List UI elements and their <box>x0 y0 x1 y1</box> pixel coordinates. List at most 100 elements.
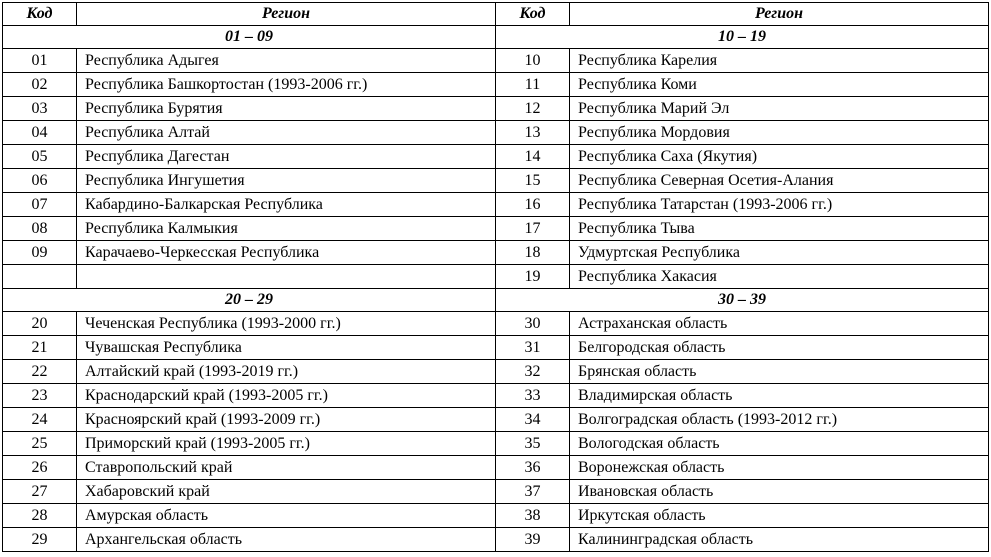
header-row-right: Код Регион <box>496 3 988 26</box>
table-row: 25Приморский край (1993-2005 гг.) <box>3 432 495 456</box>
code-cell: 32 <box>496 360 570 383</box>
code-cell: 31 <box>496 336 570 359</box>
code-cell: 21 <box>3 336 77 359</box>
region-cell: Республика Тыва <box>570 217 988 240</box>
table-row: 13Республика Мордовия <box>496 121 988 145</box>
region-cell: Амурская область <box>77 504 495 527</box>
region-cell: Удмуртская Республика <box>570 241 988 264</box>
code-cell: 14 <box>496 145 570 168</box>
code-cell: 12 <box>496 97 570 120</box>
region-cell: Чувашская Республика <box>77 336 495 359</box>
table-row: 12Республика Марий Эл <box>496 97 988 121</box>
group-header-20-29: 20 – 29 <box>3 289 495 312</box>
table-row: 16Республика Татарстан (1993-2006 гг.) <box>496 193 988 217</box>
code-cell: 08 <box>3 217 77 240</box>
region-cell: Хабаровский край <box>77 480 495 503</box>
table-row: 18Удмуртская Республика <box>496 241 988 265</box>
region-cell: Краснодарский край (1993-2005 гг.) <box>77 384 495 407</box>
region-cell: Республика Карелия <box>570 49 988 72</box>
code-cell: 09 <box>3 241 77 264</box>
code-cell: 04 <box>3 121 77 144</box>
table-row: 15Республика Северная Осетия-Алания <box>496 169 988 193</box>
code-cell: 20 <box>3 312 77 335</box>
code-cell: 18 <box>496 241 570 264</box>
region-cell: Республика Алтай <box>77 121 495 144</box>
code-cell: 25 <box>3 432 77 455</box>
table-row: 32Брянская область <box>496 360 988 384</box>
table-row: 39Калининградская область <box>496 528 988 552</box>
table-row: 29Архангельская область <box>3 528 495 552</box>
table-row: 05Республика Дагестан <box>3 145 495 169</box>
header-region-left: Регион <box>77 3 495 25</box>
region-cell: Вологодская область <box>570 432 988 455</box>
region-cell: Республика Ингушетия <box>77 169 495 192</box>
code-cell: 23 <box>3 384 77 407</box>
region-cell: Приморский край (1993-2005 гг.) <box>77 432 495 455</box>
region-cell: Республика Дагестан <box>77 145 495 168</box>
code-cell: 27 <box>3 480 77 503</box>
region-cell: Республика Марий Эл <box>570 97 988 120</box>
table-row: 24Красноярский край (1993-2009 гг.) <box>3 408 495 432</box>
region-cell: Архангельская область <box>77 528 495 551</box>
table-row: 20Чеченская Республика (1993-2000 гг.) <box>3 312 495 336</box>
code-cell: 22 <box>3 360 77 383</box>
table-row: 08Республика Калмыкия <box>3 217 495 241</box>
code-cell: 03 <box>3 97 77 120</box>
table-row: 27Хабаровский край <box>3 480 495 504</box>
empty-row <box>3 265 495 289</box>
header-row-left: Код Регион <box>3 3 495 26</box>
code-cell: 15 <box>496 169 570 192</box>
table-row: 01Республика Адыгея <box>3 49 495 73</box>
region-cell: Республика Калмыкия <box>77 217 495 240</box>
table-row: 21Чувашская Республика <box>3 336 495 360</box>
code-cell: 16 <box>496 193 570 216</box>
table-row: 31Белгородская область <box>496 336 988 360</box>
group-header-10-19: 10 – 19 <box>496 26 988 49</box>
region-cell: Волгоградская область (1993-2012 гг.) <box>570 408 988 431</box>
code-cell: 17 <box>496 217 570 240</box>
region-cell: Республика Татарстан (1993-2006 гг.) <box>570 193 988 216</box>
table-row: 26Ставропольский край <box>3 456 495 480</box>
right-column: Код Регион 10 – 19 10Республика Карелия1… <box>496 3 988 552</box>
table-row: 22Алтайский край (1993-2019 гг.) <box>3 360 495 384</box>
table-row: 02Республика Башкортостан (1993-2006 гг.… <box>3 73 495 97</box>
table-row: 34Волгоградская область (1993-2012 гг.) <box>496 408 988 432</box>
code-cell: 28 <box>3 504 77 527</box>
region-cell: Кабардино-Балкарская Республика <box>77 193 495 216</box>
region-cell: Республика Мордовия <box>570 121 988 144</box>
code-cell: 35 <box>496 432 570 455</box>
region-cell: Владимирская область <box>570 384 988 407</box>
region-cell: Республика Башкортостан (1993-2006 гг.) <box>77 73 495 96</box>
code-cell: 34 <box>496 408 570 431</box>
code-cell: 19 <box>496 265 570 288</box>
header-region-right: Регион <box>570 3 988 25</box>
code-cell: 30 <box>496 312 570 335</box>
table-row: 38Иркутская область <box>496 504 988 528</box>
region-cell: Астраханская область <box>570 312 988 335</box>
region-cell: Республика Бурятия <box>77 97 495 120</box>
code-cell: 24 <box>3 408 77 431</box>
table-row: 14Республика Саха (Якутия) <box>496 145 988 169</box>
region-cell: Республика Саха (Якутия) <box>570 145 988 168</box>
table-row: 07Кабардино-Балкарская Республика <box>3 193 495 217</box>
region-codes-table: Код Регион 01 – 09 01Республика Адыгея02… <box>2 2 989 552</box>
code-cell: 02 <box>3 73 77 96</box>
region-cell: Республика Северная Осетия-Алания <box>570 169 988 192</box>
code-cell: 39 <box>496 528 570 551</box>
table-row: 09Карачаево-Черкесская Республика <box>3 241 495 265</box>
region-cell: Воронежская область <box>570 456 988 479</box>
table-row: 36Воронежская область <box>496 456 988 480</box>
table-row: 28Амурская область <box>3 504 495 528</box>
left-column: Код Регион 01 – 09 01Республика Адыгея02… <box>3 3 496 552</box>
region-cell: Чеченская Республика (1993-2000 гг.) <box>77 312 495 335</box>
code-cell: 10 <box>496 49 570 72</box>
code-cell: 05 <box>3 145 77 168</box>
region-cell: Белгородская область <box>570 336 988 359</box>
code-cell: 29 <box>3 528 77 551</box>
region-cell: Калининградская область <box>570 528 988 551</box>
region-cell: Республика Коми <box>570 73 988 96</box>
code-cell: 11 <box>496 73 570 96</box>
table-row: 11Республика Коми <box>496 73 988 97</box>
table-row: 37Ивановская область <box>496 480 988 504</box>
region-cell: Красноярский край (1993-2009 гг.) <box>77 408 495 431</box>
